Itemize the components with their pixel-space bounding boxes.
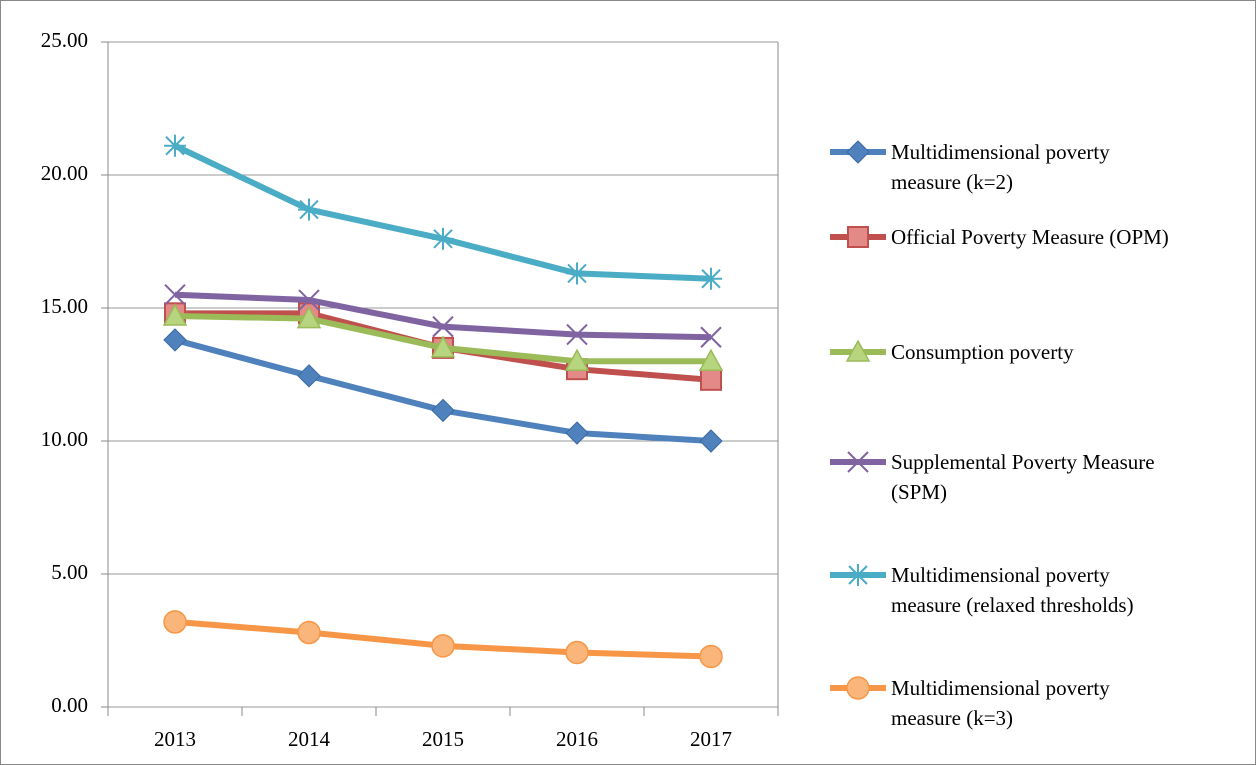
data-point <box>566 262 588 285</box>
data-point <box>162 303 188 326</box>
data-point <box>565 640 589 665</box>
data-point <box>432 227 454 250</box>
marker-shape <box>297 364 321 388</box>
y-tick-label: 25.00 <box>41 28 88 52</box>
legend-item: Multidimensional poverty measure (relaxe… <box>828 560 1248 620</box>
marker-shape <box>847 226 869 248</box>
legend-icon <box>830 564 886 586</box>
marker-shape <box>431 634 455 658</box>
marker-shape <box>299 199 319 220</box>
data-point <box>163 328 187 352</box>
marker-shape <box>432 315 454 338</box>
data-point <box>698 348 724 371</box>
legend-item: Consumption poverty <box>828 337 1248 367</box>
x-tick-label: 2013 <box>154 727 196 751</box>
marker-shape <box>566 323 588 346</box>
data-point <box>297 364 321 388</box>
legend-icon <box>830 140 886 164</box>
legend-label: Official Poverty Measure (OPM) <box>891 225 1169 249</box>
legend-item: Multidimensional poverty measure (k=2) <box>828 137 1248 197</box>
data-point <box>431 398 455 423</box>
y-tick-label: 5.00 <box>51 560 88 584</box>
marker-shape <box>846 140 870 164</box>
data-point <box>164 134 186 157</box>
x-tick-label: 2014 <box>288 727 331 751</box>
data-point <box>430 335 456 358</box>
marker-shape <box>298 289 320 311</box>
data-point <box>298 289 320 311</box>
marker-shape <box>845 339 871 362</box>
legend-label: Supplemental Poverty Measure (SPM) <box>891 450 1155 504</box>
legend-marker <box>847 226 869 248</box>
x-tick-label: 2015 <box>422 727 464 751</box>
data-point <box>432 315 454 338</box>
legend-label: Multidimensional poverty measure (k=3) <box>891 676 1110 730</box>
data-point <box>699 429 723 453</box>
marker-shape <box>700 368 722 391</box>
legend-item: Multidimensional poverty measure (k=3) <box>828 673 1248 733</box>
data-point <box>297 620 321 645</box>
marker-shape <box>163 610 187 634</box>
x-tick-label: 2016 <box>556 727 598 751</box>
legend-marker <box>845 339 871 362</box>
data-point <box>431 634 455 658</box>
marker-shape <box>700 326 722 348</box>
legend-label: Multidimensional poverty measure (k=2) <box>891 140 1110 194</box>
marker-shape <box>564 348 590 371</box>
marker-shape <box>699 644 723 669</box>
legend-icon <box>830 226 886 248</box>
marker-shape <box>162 303 188 326</box>
legend-label: Multidimensional poverty measure (relaxe… <box>891 563 1134 617</box>
y-tick-label: 20.00 <box>41 161 88 185</box>
data-point <box>700 326 722 348</box>
legend-icon <box>830 676 886 700</box>
legend-icon <box>830 451 886 473</box>
data-point <box>564 348 590 371</box>
legend-icon <box>830 339 886 362</box>
marker-shape <box>165 136 185 156</box>
legend-item: Supplemental Poverty Measure (SPM) <box>828 447 1248 507</box>
marker-shape <box>698 348 724 371</box>
marker-shape <box>567 263 587 284</box>
data-point <box>700 368 722 391</box>
marker-shape <box>296 306 322 329</box>
legend-marker <box>847 564 869 586</box>
marker-shape <box>433 229 453 249</box>
marker-shape <box>848 565 868 585</box>
marker-shape <box>431 398 455 423</box>
y-tick-label: 15.00 <box>41 294 88 318</box>
marker-shape <box>297 620 321 645</box>
legend-item: Official Poverty Measure (OPM) <box>828 222 1248 252</box>
marker-shape <box>565 640 589 665</box>
y-tick-label: 10.00 <box>41 427 88 451</box>
marker-shape <box>163 328 187 352</box>
series-line <box>173 143 712 282</box>
legend-marker <box>846 676 870 700</box>
legend-label: Consumption poverty <box>891 340 1074 364</box>
data-point <box>296 306 322 329</box>
marker-shape <box>847 451 869 473</box>
data-point <box>699 644 723 669</box>
legend-marker <box>847 451 869 473</box>
data-point <box>298 198 320 221</box>
marker-shape <box>565 421 589 445</box>
x-tick-label: 2017 <box>690 727 732 751</box>
marker-shape <box>430 335 456 358</box>
data-point <box>163 610 187 634</box>
data-point <box>566 323 588 346</box>
marker-shape <box>164 283 186 306</box>
marker-shape <box>846 676 870 700</box>
data-point <box>164 283 186 306</box>
data-point <box>700 267 722 290</box>
marker-shape <box>699 429 723 453</box>
legend-marker <box>846 140 870 164</box>
y-tick-label: 0.00 <box>51 693 88 717</box>
data-point <box>565 421 589 445</box>
marker-shape <box>701 269 721 289</box>
